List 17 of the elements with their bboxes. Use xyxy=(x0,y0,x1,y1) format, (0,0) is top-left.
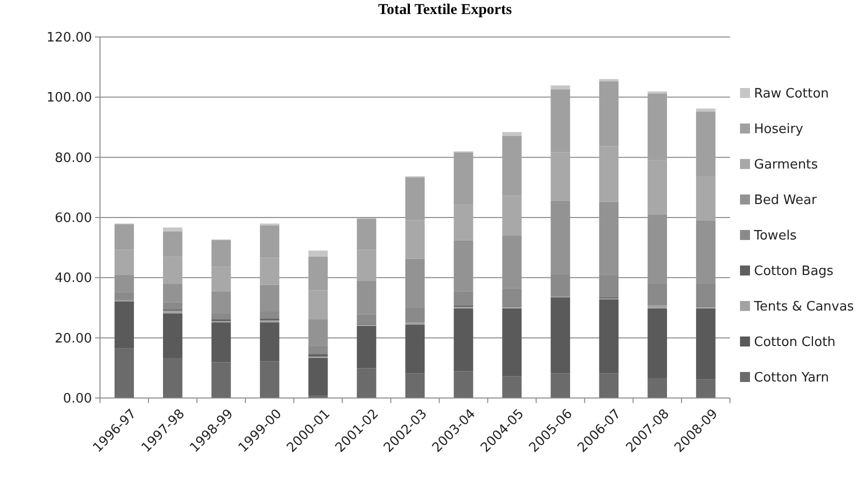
y-tick-label: 40.00 xyxy=(54,271,92,286)
y-tick-label: 60.00 xyxy=(54,211,92,226)
legend-label: Cotton Cloth xyxy=(754,335,836,350)
legend-label: Hoseiry xyxy=(754,122,804,138)
legend-label: Tents & Canvas xyxy=(753,300,854,315)
legend-label: Cotton Bags xyxy=(754,264,834,280)
y-tick-label: 20.00 xyxy=(54,331,92,346)
y-tick-label: 100.00 xyxy=(46,90,92,106)
legend-label: Raw Cotton xyxy=(754,86,829,102)
legend-label: Cotton Yarn xyxy=(754,370,830,386)
y-tick-label: 80.00 xyxy=(54,150,92,166)
y-tick-label: 120.00 xyxy=(46,30,92,46)
legend-label: Garments xyxy=(754,158,818,173)
legend-label: Towels xyxy=(753,228,797,244)
chart-title: Total Textile Exports xyxy=(378,2,512,18)
y-tick-label: 0.00 xyxy=(63,392,92,407)
legend-label: Bed Wear xyxy=(754,193,818,208)
